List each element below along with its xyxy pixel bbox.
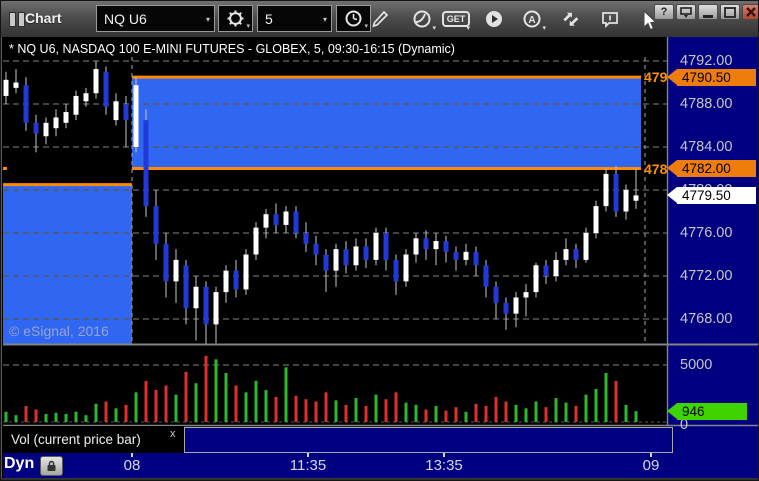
padlock-icon [47, 460, 56, 471]
price-badge: 4782.00 [667, 160, 756, 177]
time-template-button[interactable]: ▾ [336, 5, 371, 32]
price-badge: 4779.50 [667, 186, 756, 204]
interval-value: 5 [265, 10, 273, 27]
mouse-cursor-icon [643, 10, 657, 31]
time-axis-tick [131, 453, 133, 457]
esignal-watermark: © eSignal, 2016 [9, 323, 109, 339]
chevron-down-icon[interactable]: ▾ [322, 15, 327, 24]
chevron-down-icon: ▾ [246, 23, 250, 30]
chevron-down-icon: ▾ [466, 25, 470, 32]
volume-badge: 946 [667, 402, 747, 420]
clock-icon [345, 10, 362, 27]
dock-button[interactable] [676, 4, 696, 20]
title-bar: Chart NQ U6 ▾ ▾ 5 ▾ [1, 1, 758, 37]
time-axis-label: 09 [642, 457, 660, 474]
chart-header-text: * NQ U6, NASDAQ 100 E-MINI FUTURES - GLO… [9, 42, 455, 56]
symbol-value: NQ U6 [104, 10, 147, 27]
svg-text:A: A [528, 15, 535, 26]
chevron-down-icon: ▾ [364, 23, 368, 30]
badge-arrow-icon [667, 160, 677, 176]
price-badge: 4790.50 [667, 68, 756, 86]
speech-bubble-icon [602, 12, 618, 29]
interval-input[interactable]: 5 ▾ [257, 5, 332, 32]
price-axis-label: 4792.00 [680, 53, 733, 69]
price-axis-label: 4788.00 [680, 96, 733, 112]
trendline-circle-icon [413, 10, 431, 28]
lock-button[interactable] [40, 456, 63, 476]
pencil-icon [372, 10, 389, 28]
a-circle-icon: A [523, 10, 541, 28]
dock-window-icon [680, 6, 692, 18]
chart-window-icon [9, 12, 25, 27]
get-label: GET [441, 11, 471, 27]
time-axis-bar [3, 453, 758, 478]
play-icon [486, 11, 502, 27]
window-title: Chart [25, 10, 62, 26]
time-axis-label: 11:35 [289, 457, 327, 474]
symbol-input[interactable]: NQ U6 ▾ [96, 5, 215, 32]
swap-symbols-button[interactable] [555, 5, 589, 33]
help-button[interactable]: ? [654, 4, 674, 20]
note-button[interactable] [593, 5, 627, 33]
minimize-icon [703, 14, 713, 18]
time-axis-tick [443, 453, 445, 457]
badge-arrow-icon [667, 68, 677, 85]
trendline-tool-button[interactable]: ▾ [405, 5, 439, 33]
volume-indicator-label-box: Vol (current price bar) x [3, 426, 184, 453]
help-label: ? [660, 6, 668, 18]
time-axis-tick [650, 453, 652, 457]
symbol-settings-button[interactable]: ▾ [218, 5, 253, 32]
close-icon [746, 7, 756, 17]
zone-line-price-label: 4790.50 [644, 69, 667, 86]
badge-arrow-icon [667, 186, 677, 203]
chevron-down-icon[interactable]: ▾ [205, 15, 210, 24]
price-axis-label: 4768.00 [680, 311, 733, 327]
price-axis-label: 4772.00 [680, 268, 733, 284]
chevron-down-icon: ▾ [542, 25, 546, 32]
window-bottom-edge [1, 478, 758, 480]
chevron-down-icon: ▾ [432, 25, 436, 32]
gear-icon [227, 10, 244, 27]
time-axis-tick [307, 453, 309, 457]
play-button[interactable] [477, 5, 511, 33]
swap-arrows-icon [563, 12, 579, 26]
maximize-icon [724, 6, 736, 18]
zone-line-price-label: 4782.00 [644, 160, 667, 177]
time-axis-label: 13:35 [425, 457, 463, 474]
price-plot-background [3, 37, 667, 425]
minimize-button[interactable] [698, 4, 718, 20]
get-data-button[interactable]: GET ▾ [439, 5, 473, 33]
close-button[interactable] [742, 4, 758, 20]
time-axis-label: 08 [123, 457, 141, 474]
badge-arrow-icon [667, 402, 677, 419]
draw-tool-button[interactable] [363, 5, 397, 33]
volume-close-icon[interactable]: x [170, 428, 176, 440]
maximize-button[interactable] [720, 4, 740, 20]
price-axis-label: 4784.00 [680, 139, 733, 155]
volume-axis-label: 5000 [680, 357, 713, 373]
dynamic-mode-label: Dyn [4, 455, 35, 472]
horizontal-scrollbar-thumb[interactable] [184, 427, 673, 453]
price-axis-label: 4776.00 [680, 225, 733, 241]
auto-tool-button[interactable]: A ▾ [515, 5, 549, 33]
volume-indicator-label: Vol (current price bar) [11, 432, 141, 447]
